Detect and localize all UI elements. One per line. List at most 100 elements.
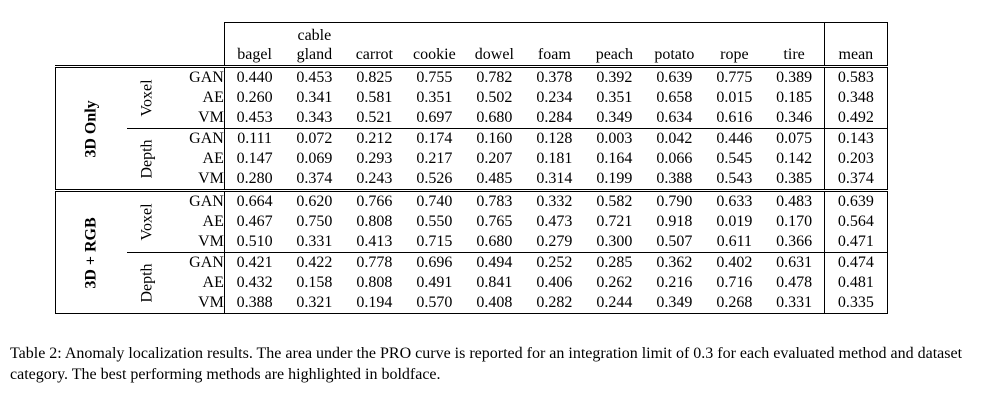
table-cell: 0.755 [404,65,465,88]
table-cell: 0.766 [344,189,405,212]
table-cell: 0.351 [596,89,633,106]
table-cell: 0.331 [764,293,825,314]
method-label: VM [167,232,225,253]
table-cell: 0.446 [704,128,765,149]
column-header-bagel: bagel [224,22,285,67]
table-caption: Table 2: Anomaly localization results. T… [10,345,963,383]
table-cell: 0.217 [416,150,453,167]
table-cell: 0.413 [356,233,393,250]
table-cell: 0.808 [356,213,393,230]
subgroup-label: Depth [138,139,156,179]
table-cell: 0.128 [524,128,585,149]
method-label: AE [167,149,225,169]
table-cell: 0.507 [656,233,693,250]
table-cell: 0.526 [416,170,453,187]
table-cell: 0.473 [536,213,573,230]
table-cell: 0.042 [644,128,705,149]
table-cell: 0.467 [236,213,273,230]
subgroup-label-cell: Voxel [127,65,168,129]
column-header-potato: potato [644,22,705,67]
subgroup-label-cell: Voxel [127,189,168,253]
table-cell: 0.185 [764,88,825,108]
method-label: VM [167,293,225,314]
table-cell: 0.392 [584,65,645,88]
table-cell: 0.581 [356,89,393,106]
subgroup-label: Voxel [138,203,156,241]
table-cell: 0.481 [824,273,888,293]
header-blank [127,23,167,67]
table-cell: 0.680 [476,233,513,250]
table-cell: 0.260 [236,89,273,106]
method-label: AE [167,273,225,293]
table-cell: 0.216 [656,274,693,291]
table-cell: 0.491 [416,274,453,291]
method-label: GAN [167,65,225,88]
column-header-tire: tire [764,22,825,67]
table-cell: 0.015 [716,89,753,106]
table-cell: 0.374 [824,169,888,191]
table-row: VM 0.453 0.343 0.521 0.697 0.680 0.284 0.349 0.6… [56,108,888,129]
table-row: Depth GAN 0.421 0.422 0.778 0.696 0.494 0.252 0.… [56,252,888,314]
table-cell: 0.616 [716,109,753,126]
table-cell: 0.351 [416,89,453,106]
method-label: VM [167,108,225,129]
column-header-cable-gland: cable gland [284,22,345,67]
table-cell: 0.545 [716,150,753,167]
table-cell: 0.066 [656,150,693,167]
table-cell: 0.331 [296,233,333,250]
table-cell: 0.782 [464,65,525,88]
table-row: 3D + RGB Voxel GAN 0.664 0.620 0.766 0.740 0.78… [55,189,888,314]
table-cell: 0.697 [416,109,453,126]
header-row: bagel cable gland carrot cookie dowel fo… [56,22,888,67]
table-cell: 0.388 [656,170,693,187]
table-cell: 0.366 [764,232,825,253]
table-cell: 0.750 [296,213,333,230]
table-cell: 0.212 [344,128,405,149]
table-cell: 0.349 [596,109,633,126]
table-cell: 0.716 [716,274,753,291]
column-header-carrot: carrot [344,22,405,67]
method-label: AE [167,88,225,108]
table-cell: 0.778 [344,252,405,273]
table-cell: 0.639 [824,189,888,212]
table-cell: 0.285 [584,252,645,273]
column-header-foam: foam [524,22,585,67]
table-cell: 0.583 [824,65,888,88]
table-cell: 0.502 [476,89,513,106]
table-cell: 0.268 [704,293,765,314]
table-cell: 0.194 [344,293,405,314]
table-cell: 0.633 [704,189,765,212]
table-cell: 0.234 [536,89,573,106]
table-cell: 0.765 [476,213,513,230]
table-row: VM 0.280 0.374 0.243 0.526 0.485 0.314 0.199 0.3… [56,169,888,191]
table-cell: 0.349 [644,293,705,314]
table-cell: 0.143 [824,128,888,149]
table-cell: 0.485 [476,170,513,187]
table-cell: 0.721 [596,213,633,230]
table-cell: 0.335 [824,293,888,314]
table-cell: 0.314 [536,170,573,187]
table-cell: 0.181 [536,150,573,167]
table-cell: 0.158 [296,274,333,291]
table-cell: 0.918 [656,213,693,230]
table-cell: 0.808 [356,274,393,291]
table-cell: 0.174 [404,128,465,149]
table-cell: 0.075 [764,128,825,149]
table-cell: 0.111 [224,128,285,149]
subgroup-label-cell: Depth [127,252,168,314]
table-row: Depth GAN 0.111 0.072 0.212 0.174 0.160 0.128 0.… [56,128,888,191]
table-cell: 0.453 [236,109,273,126]
table-cell: 0.440 [224,65,285,88]
table-cell: 0.243 [356,170,393,187]
table-cell: 0.658 [656,89,693,106]
table-cell: 0.332 [524,189,585,212]
column-header-dowel: dowel [464,22,525,67]
table-cell: 0.142 [764,149,825,169]
table-cell: 0.072 [284,128,345,149]
table-cell: 0.564 [824,212,888,232]
table-row: AE 0.432 0.158 0.808 0.491 0.841 0.406 0.262 0.2… [56,273,888,293]
table-cell: 0.199 [596,170,633,187]
method-label: GAN [167,128,225,149]
table-cell: 0.402 [704,252,765,273]
header-blank [56,23,128,67]
